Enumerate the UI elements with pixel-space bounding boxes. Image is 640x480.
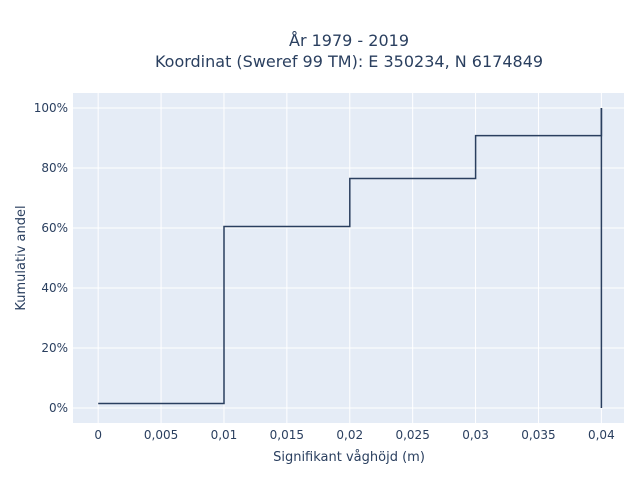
series-line-0 [98,108,603,405]
y-tick-label-2: 40% [41,281,68,295]
y-tick-label-1: 20% [41,341,68,355]
y-tick-label-5: 100% [34,101,68,115]
series-lines [98,108,603,408]
x-tick-labels: 0 0,005 0,01 0,015 0,02 0,025 0,03 0,035 0,04 [94,428,614,442]
x-tick-label-0: 0 [94,428,102,442]
x-tick-label-7: 0,035 [521,428,555,442]
chart-title-line-1: År 1979 - 2019 [289,31,409,50]
x-tick-label-1: 0,005 [144,428,178,442]
x-axis-label: Signifikant våghöjd (m) [273,450,425,465]
x-tick-label-4: 0,02 [336,428,363,442]
x-tick-label-3: 0,015 [270,428,304,442]
y-tick-label-4: 80% [41,161,68,175]
plot-background [73,93,624,423]
chart-title-line-2: Koordinat (Sweref 99 TM): E 350234, N 61… [155,52,543,71]
x-tick-label-6: 0,03 [462,428,489,442]
y-tick-labels: 0% 20% 40% 60% 80% 100% [34,101,68,415]
y-axis-label: Kumulativ andel [14,205,29,310]
y-tick-label-0: 0% [49,401,68,415]
grid-lines [73,93,624,423]
x-tick-label-5: 0,025 [395,428,429,442]
x-tick-label-2: 0,01 [211,428,238,442]
y-tick-label-3: 60% [41,221,68,235]
x-tick-label-8: 0,04 [588,428,615,442]
